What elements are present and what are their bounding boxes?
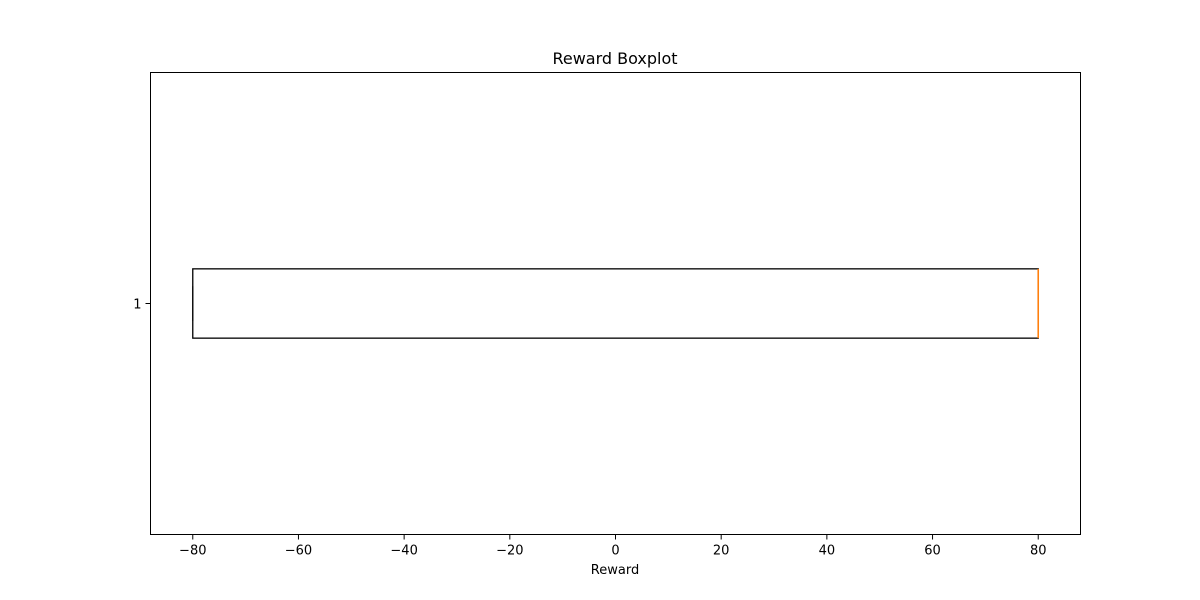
x-tick-label: −80 bbox=[179, 544, 206, 559]
x-axis-ticks: −80 −60 −40 −20 0 20 40 60 80 bbox=[179, 534, 1047, 559]
chart-title: Reward Boxplot bbox=[552, 49, 677, 68]
box-layer bbox=[192, 268, 1040, 339]
y-tick-label: 1 bbox=[133, 298, 141, 313]
x-tick-label: 0 bbox=[611, 544, 619, 559]
x-tick-label: 20 bbox=[713, 544, 730, 559]
x-tick-label: −20 bbox=[496, 544, 523, 559]
y-axis-ticks: 1 bbox=[133, 298, 151, 313]
x-tick-label: −60 bbox=[285, 544, 312, 559]
x-axis-label: Reward bbox=[591, 563, 639, 578]
x-tick-label: 80 bbox=[1030, 544, 1047, 559]
x-tick-label: 60 bbox=[924, 544, 941, 559]
x-tick-label: 40 bbox=[819, 544, 836, 559]
x-tick-label: −40 bbox=[390, 544, 417, 559]
